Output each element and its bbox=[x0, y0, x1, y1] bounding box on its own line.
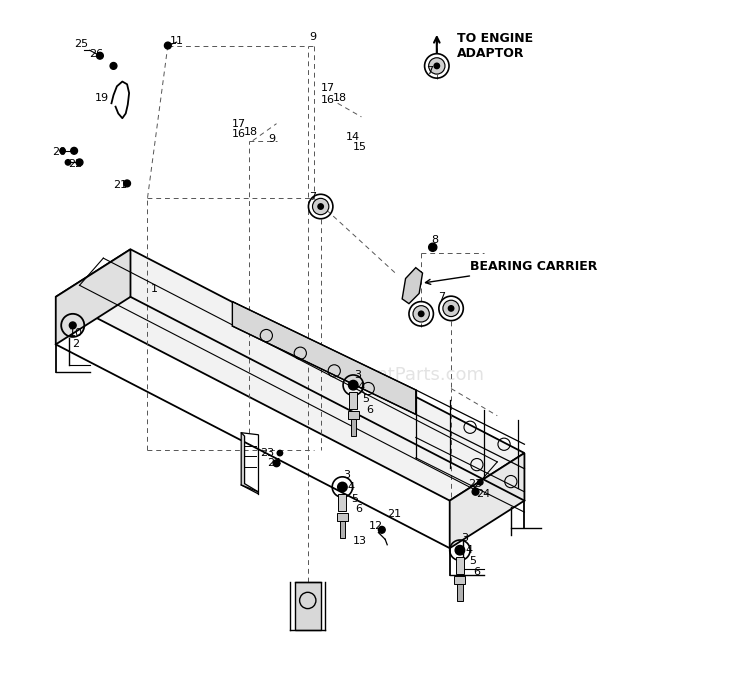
Circle shape bbox=[76, 159, 83, 166]
Text: 21: 21 bbox=[113, 180, 128, 190]
Text: 21: 21 bbox=[387, 509, 401, 519]
Text: 13: 13 bbox=[353, 536, 367, 546]
Text: 4: 4 bbox=[347, 482, 354, 492]
Text: 11: 11 bbox=[170, 35, 184, 46]
Text: 17: 17 bbox=[232, 119, 246, 129]
Circle shape bbox=[429, 243, 436, 252]
Text: 5: 5 bbox=[351, 494, 358, 503]
Text: 18: 18 bbox=[244, 127, 259, 137]
Bar bbox=[458, 584, 463, 601]
Circle shape bbox=[318, 204, 323, 209]
Circle shape bbox=[338, 482, 347, 492]
Polygon shape bbox=[56, 250, 130, 344]
Circle shape bbox=[69, 322, 76, 329]
Circle shape bbox=[472, 488, 479, 495]
Circle shape bbox=[443, 300, 459, 316]
Text: 17: 17 bbox=[320, 83, 334, 93]
Circle shape bbox=[434, 63, 439, 69]
Polygon shape bbox=[295, 582, 321, 629]
Circle shape bbox=[429, 58, 445, 74]
Text: 6: 6 bbox=[366, 405, 373, 415]
Polygon shape bbox=[56, 250, 524, 501]
Bar bbox=[348, 411, 358, 419]
Circle shape bbox=[478, 479, 483, 485]
Bar bbox=[340, 521, 345, 538]
Text: 7: 7 bbox=[426, 65, 433, 76]
Text: 4: 4 bbox=[465, 544, 472, 554]
Polygon shape bbox=[402, 267, 422, 303]
Text: eReplacementParts.com: eReplacementParts.com bbox=[266, 366, 484, 384]
Circle shape bbox=[313, 198, 328, 215]
Text: 7: 7 bbox=[309, 192, 316, 202]
Text: 16: 16 bbox=[232, 129, 246, 139]
Bar bbox=[456, 557, 464, 574]
Text: 23: 23 bbox=[260, 448, 274, 458]
Bar bbox=[350, 392, 357, 409]
Text: 3: 3 bbox=[461, 533, 468, 543]
Circle shape bbox=[110, 63, 117, 70]
Circle shape bbox=[70, 147, 77, 154]
Polygon shape bbox=[232, 301, 416, 415]
Text: 14: 14 bbox=[346, 132, 360, 143]
Text: 9: 9 bbox=[309, 31, 316, 42]
Circle shape bbox=[164, 42, 171, 49]
Text: 9: 9 bbox=[268, 134, 275, 144]
Text: 1: 1 bbox=[151, 284, 157, 294]
Polygon shape bbox=[242, 432, 258, 494]
Bar bbox=[454, 576, 465, 584]
Circle shape bbox=[273, 460, 280, 466]
Text: 6: 6 bbox=[473, 567, 481, 577]
Bar bbox=[338, 494, 346, 511]
Text: 5: 5 bbox=[362, 394, 369, 404]
Text: 20: 20 bbox=[52, 147, 66, 157]
Circle shape bbox=[278, 450, 283, 456]
Text: 12: 12 bbox=[369, 521, 383, 531]
Circle shape bbox=[413, 306, 429, 322]
Text: BEARING CARRIER: BEARING CARRIER bbox=[425, 260, 598, 284]
Text: 25: 25 bbox=[74, 38, 88, 48]
Text: 24: 24 bbox=[267, 458, 281, 469]
Circle shape bbox=[97, 53, 104, 59]
Text: 24: 24 bbox=[476, 489, 490, 499]
Text: 23: 23 bbox=[469, 479, 482, 488]
Bar bbox=[350, 419, 356, 436]
Text: 2: 2 bbox=[73, 340, 80, 349]
Text: 4: 4 bbox=[358, 382, 365, 392]
Circle shape bbox=[65, 160, 70, 165]
Circle shape bbox=[349, 381, 358, 390]
Text: 3: 3 bbox=[343, 471, 350, 481]
Text: 22: 22 bbox=[68, 160, 82, 169]
Circle shape bbox=[60, 148, 65, 153]
Text: 10: 10 bbox=[69, 328, 83, 338]
Text: 3: 3 bbox=[355, 370, 362, 380]
Text: 19: 19 bbox=[95, 93, 109, 103]
Text: 7: 7 bbox=[438, 292, 446, 302]
Text: 26: 26 bbox=[89, 49, 104, 59]
Circle shape bbox=[419, 311, 424, 316]
Circle shape bbox=[379, 527, 386, 533]
Bar bbox=[337, 513, 348, 521]
Text: 6: 6 bbox=[356, 505, 362, 514]
Circle shape bbox=[448, 306, 454, 311]
Text: 5: 5 bbox=[470, 556, 476, 566]
Text: 8: 8 bbox=[431, 235, 438, 246]
Circle shape bbox=[124, 180, 130, 187]
Text: 16: 16 bbox=[320, 95, 334, 105]
Text: TO ENGINE
ADAPTOR: TO ENGINE ADAPTOR bbox=[457, 31, 532, 59]
Text: 15: 15 bbox=[353, 143, 367, 152]
Text: 18: 18 bbox=[332, 93, 346, 103]
Circle shape bbox=[455, 546, 465, 555]
Polygon shape bbox=[450, 453, 524, 548]
